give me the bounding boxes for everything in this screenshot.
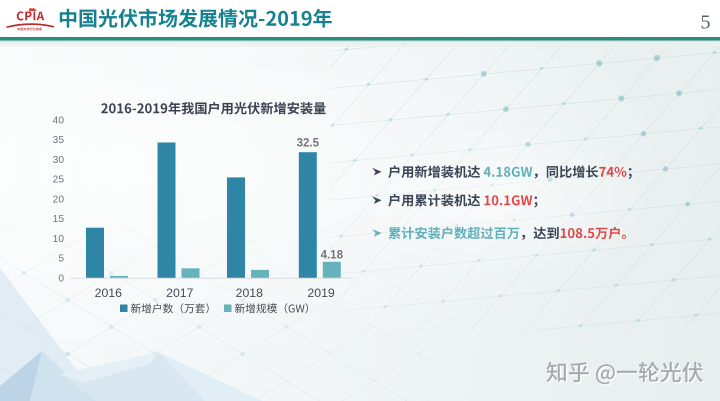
svg-text:15: 15	[53, 214, 65, 225]
svg-text:35: 35	[53, 135, 65, 146]
svg-text:2019: 2019	[307, 286, 335, 300]
svg-text:32.5: 32.5	[297, 138, 320, 150]
svg-text:40: 40	[53, 115, 65, 126]
svg-text:0: 0	[58, 273, 64, 284]
svg-text:30: 30	[53, 155, 65, 166]
svg-text:4.18: 4.18	[321, 250, 344, 262]
svg-text:2018: 2018	[236, 286, 264, 300]
svg-text:25: 25	[53, 175, 65, 186]
svg-text:2017: 2017	[166, 286, 194, 300]
svg-text:2016: 2016	[95, 286, 123, 300]
svg-text:10: 10	[53, 234, 65, 245]
svg-text:5: 5	[701, 12, 711, 34]
svg-text:5: 5	[58, 254, 64, 265]
svg-text:20: 20	[53, 194, 65, 205]
